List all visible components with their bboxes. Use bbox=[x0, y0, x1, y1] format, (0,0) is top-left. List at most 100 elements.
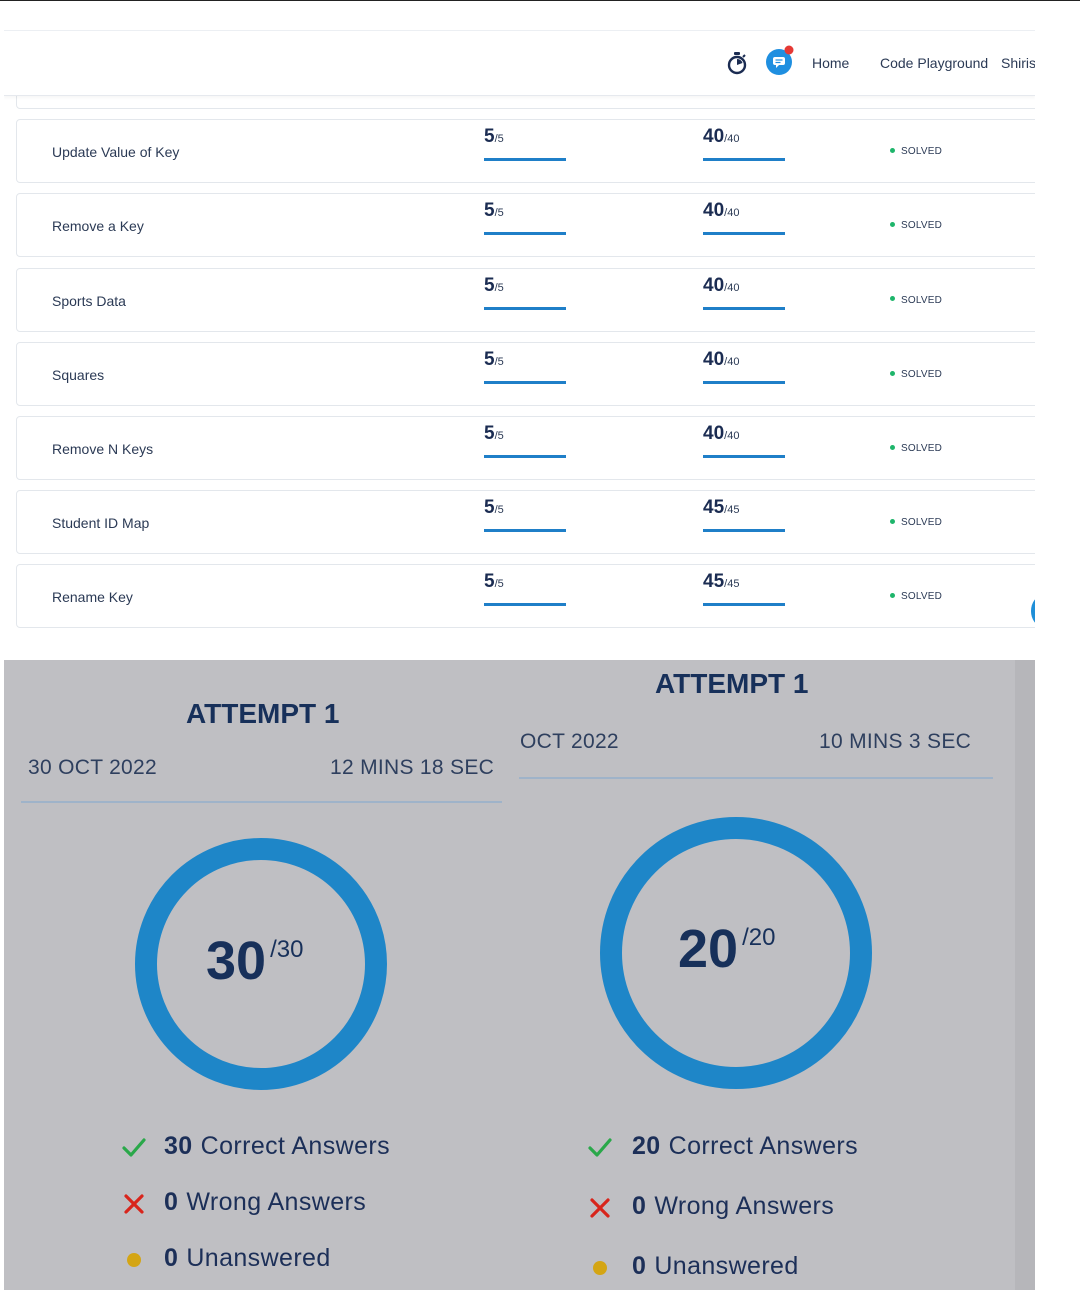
test-cases-score: 5/5 bbox=[484, 126, 566, 162]
points-score: 45/45 bbox=[703, 497, 785, 533]
nav-code-playground-link[interactable]: Code Playground bbox=[880, 55, 989, 71]
score-total: /20 bbox=[742, 924, 776, 951]
stopwatch-icon[interactable] bbox=[726, 51, 748, 75]
score-total: /5 bbox=[494, 133, 504, 146]
score-total: /40 bbox=[724, 355, 740, 368]
status-dot-icon bbox=[890, 296, 895, 302]
status-dot-icon bbox=[890, 370, 895, 376]
test-cases-score: 5/5 bbox=[484, 274, 566, 310]
status-label: SOLVED bbox=[901, 368, 943, 380]
unanswered-count: 0 bbox=[164, 1244, 179, 1272]
status-badge: SOLVED bbox=[890, 269, 942, 333]
progress-bar bbox=[484, 603, 566, 607]
question-row[interactable]: Update Value of Key 5/5 40/40 SOLVED bbox=[16, 119, 1035, 184]
status-badge: SOLVED bbox=[890, 565, 942, 629]
cross-icon bbox=[590, 1198, 610, 1218]
status-dot-icon bbox=[890, 444, 895, 450]
unanswered-stat: 0 Unanswered bbox=[632, 1252, 799, 1281]
attempt-divider bbox=[519, 777, 993, 779]
correct-count: 30 bbox=[164, 1132, 193, 1160]
unanswered-count: 0 bbox=[632, 1252, 647, 1280]
question-name[interactable]: Sports Data bbox=[52, 292, 126, 309]
unanswered-dot-icon bbox=[127, 1253, 141, 1267]
progress-bar bbox=[703, 455, 785, 458]
score-value: 5 bbox=[484, 497, 495, 519]
question-name[interactable]: Remove N Keys bbox=[52, 441, 154, 457]
question-row[interactable]: Rename Key 5/5 45/45 SOLVED bbox=[16, 564, 1035, 629]
score-value: 5 bbox=[484, 274, 495, 296]
points-score: 40/40 bbox=[703, 126, 785, 162]
wrong-label: Wrong Answers bbox=[186, 1188, 367, 1216]
status-dot-icon bbox=[890, 148, 895, 154]
correct-answers-stat: 30 Correct Answers bbox=[164, 1132, 390, 1161]
nav-home-link[interactable]: Home bbox=[812, 55, 850, 71]
correct-label: Correct Answers bbox=[668, 1132, 858, 1160]
question-row[interactable]: Student ID Map 5/5 45/45 SOLVED bbox=[16, 490, 1035, 555]
question-row[interactable]: Sports Data 5/5 40/40 SOLVED bbox=[16, 267, 1035, 333]
progress-bar-fill bbox=[703, 158, 785, 162]
score-value: 5 bbox=[484, 571, 495, 593]
score-value: 5 bbox=[484, 348, 495, 370]
test-cases-score: 5/5 bbox=[484, 200, 566, 236]
attempt-date: 30 OCT 2022 bbox=[28, 756, 157, 779]
progress-bar-fill bbox=[484, 380, 566, 384]
points-score: 40/40 bbox=[703, 275, 785, 310]
progress-bar-fill bbox=[703, 306, 785, 310]
progress-bar bbox=[703, 158, 785, 162]
score-value: 30 bbox=[206, 931, 267, 991]
progress-bar-fill bbox=[703, 380, 785, 384]
question-name[interactable]: Squares bbox=[52, 366, 105, 383]
score-value: 40 bbox=[703, 348, 725, 370]
cross-icon bbox=[124, 1194, 144, 1214]
wrong-answers-stat: 0 Wrong Answers bbox=[632, 1192, 834, 1221]
status-label: SOLVED bbox=[901, 294, 943, 306]
attempt-panel: ATTEMPT 1 30 OCT 2022 12 MINS 18 SEC 30/… bbox=[4, 660, 519, 1290]
status-label: SOLVED bbox=[901, 146, 943, 158]
question-row[interactable]: Remove a Key 5/5 40/40 SOLVED bbox=[16, 193, 1035, 258]
score-total: /40 bbox=[724, 207, 740, 220]
wrong-count: 0 bbox=[632, 1192, 647, 1220]
nav-user-name[interactable]: Shiris bbox=[1001, 55, 1035, 71]
points-score: 40/40 bbox=[703, 200, 785, 236]
chat-notification-icon[interactable] bbox=[764, 45, 796, 77]
scrollbar-track[interactable] bbox=[1015, 660, 1035, 1290]
question-name[interactable]: Student ID Map bbox=[52, 515, 150, 532]
correct-label: Correct Answers bbox=[200, 1132, 390, 1160]
score-total: /5 bbox=[494, 578, 504, 591]
question-name[interactable]: Update Value of Key bbox=[52, 144, 180, 161]
test-cases-score: 5/5 bbox=[484, 571, 566, 607]
progress-bar-fill bbox=[703, 603, 785, 607]
score-total: /45 bbox=[724, 504, 740, 517]
score-total: /40 bbox=[724, 281, 740, 294]
question-row[interactable]: Remove N Keys 5/5 40/40 SOLVED bbox=[16, 416, 1035, 480]
progress-bar-fill bbox=[484, 232, 566, 236]
progress-bar bbox=[484, 455, 566, 458]
score-value: 40 bbox=[703, 423, 725, 444]
attempt-date: OCT 2022 bbox=[520, 730, 619, 753]
test-cases-score: 5/5 bbox=[484, 423, 566, 458]
progress-bar bbox=[484, 232, 566, 236]
progress-bar bbox=[484, 529, 566, 533]
progress-bar bbox=[484, 158, 566, 162]
attempt-title: ATTEMPT 1 bbox=[186, 698, 340, 729]
unanswered-stat: 0 Unanswered bbox=[164, 1244, 331, 1273]
floating-action-button[interactable] bbox=[1031, 596, 1035, 626]
status-dot-icon bbox=[890, 593, 895, 599]
score-value: 40 bbox=[703, 200, 725, 222]
correct-answers-stat: 20 Correct Answers bbox=[632, 1132, 858, 1161]
question-name[interactable]: Remove a Key bbox=[52, 218, 144, 235]
status-dot-icon bbox=[890, 222, 895, 228]
score-value: 45 bbox=[703, 571, 725, 593]
progress-bar-fill bbox=[484, 603, 566, 607]
score-total: /5 bbox=[494, 355, 504, 368]
check-icon bbox=[588, 1138, 612, 1157]
question-name[interactable]: Rename Key bbox=[52, 589, 133, 606]
status-label: SOLVED bbox=[901, 517, 943, 529]
question-row[interactable]: Squares 5/5 40/40 SOLVED bbox=[16, 341, 1035, 406]
correct-count: 20 bbox=[632, 1132, 661, 1160]
progress-bar bbox=[484, 306, 566, 310]
attempt-duration: 10 MINS 3 SEC bbox=[819, 730, 972, 753]
progress-bar-fill bbox=[484, 529, 566, 533]
wrong-label: Wrong Answers bbox=[654, 1192, 835, 1220]
score-total: /45 bbox=[724, 578, 740, 591]
